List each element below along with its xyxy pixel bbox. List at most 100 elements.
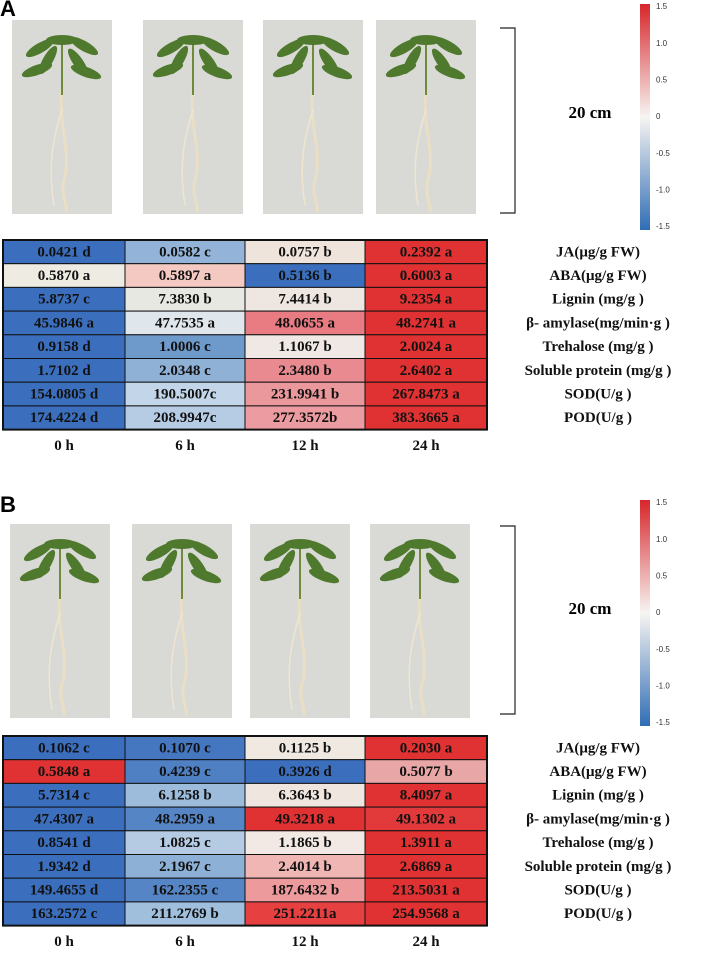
cell-value: 208.9947c	[154, 410, 217, 426]
cell-value: 1.0825 c	[159, 835, 211, 851]
cell-value: 254.9568 a	[392, 906, 460, 922]
row-label: JA(μg/g FW)	[556, 740, 640, 756]
leaf	[276, 38, 306, 58]
plant-photo	[10, 524, 110, 718]
cell-value: 47.4307 a	[34, 811, 95, 827]
cell-value: 0.5848 a	[38, 764, 91, 780]
cell-value: 190.5007c	[154, 386, 217, 402]
row-label: β- amylase(mg/min·g )	[526, 315, 670, 331]
cell-value: 149.4655 d	[30, 882, 99, 898]
colorbar-tick-label: -1.5	[656, 222, 670, 231]
cell-value: 0.2030 a	[400, 740, 453, 756]
plant-photo	[250, 524, 350, 718]
leaf	[190, 568, 222, 584]
cell-value: 2.4014 b	[278, 859, 331, 875]
cell-value: 49.1302 a	[396, 811, 457, 827]
row-label: Soluble protein (mg/g )	[525, 859, 672, 875]
leaf	[25, 38, 55, 58]
cell-value: 48.2959 a	[155, 811, 216, 827]
colorbar-tick-label: -0.5	[656, 645, 670, 654]
leaf	[379, 566, 411, 582]
plant-photo	[12, 20, 112, 214]
leaf	[145, 542, 175, 562]
root	[179, 593, 188, 717]
cell-value: 1.1067 b	[278, 339, 331, 355]
root	[297, 593, 306, 717]
root	[170, 613, 183, 710]
leaf	[321, 64, 353, 80]
leaf	[152, 62, 184, 78]
column-label: 12 h	[291, 934, 319, 950]
cell-value: 251.2211a	[274, 906, 337, 922]
cell-value: 1.9342 d	[37, 859, 91, 875]
leaf	[434, 64, 466, 80]
row-label: β- amylase(mg/min·g )	[526, 811, 670, 827]
cell-value: 174.4224 d	[30, 410, 99, 426]
cell-value: 277.3572b	[273, 410, 338, 426]
root	[417, 593, 426, 717]
cell-value: 0.5077 b	[399, 764, 452, 780]
cell-value: 0.5136 b	[278, 268, 331, 284]
cell-value: 0.1062 c	[38, 740, 90, 756]
root	[59, 89, 68, 213]
colorbar-tick-label: 1.5	[656, 2, 668, 11]
root	[181, 109, 194, 206]
column-label: 24 h	[412, 934, 440, 950]
row-label: ABA(μg/g FW)	[549, 764, 646, 780]
cell-value: 0.0421 d	[37, 244, 91, 260]
cell-value: 383.3665 a	[392, 410, 460, 426]
column-label: 24 h	[412, 438, 440, 454]
cell-value: 231.9941 b	[271, 386, 339, 402]
table-border	[2, 735, 488, 927]
row-label: Trehalose (mg/g )	[542, 835, 653, 851]
plant-photo	[263, 20, 363, 214]
colorbar-tick-label: 1.0	[656, 535, 668, 544]
cell-value: 48.0655 a	[275, 315, 336, 331]
leaf	[263, 542, 293, 562]
column-label: 0 h	[54, 934, 74, 950]
column-label: 6 h	[175, 438, 195, 454]
leaf	[272, 62, 304, 78]
cell-value: 8.4097 a	[400, 788, 453, 804]
cell-value: 2.3480 b	[278, 363, 331, 379]
cell-value: 2.0348 c	[159, 363, 211, 379]
column-label: 12 h	[291, 438, 319, 454]
leaf	[201, 64, 233, 80]
leaf	[383, 542, 413, 562]
row-label: POD(U/g )	[564, 410, 632, 426]
root	[310, 89, 319, 213]
panel: B 20 cm 1.5 1.0 0.5 0 -0.5 -1.0 -1.5 0.1062 c 0.10…	[0, 492, 671, 950]
cell-value: 0.5897 a	[159, 268, 212, 284]
cell-value: 0.1070 c	[159, 740, 211, 756]
row-label: SOD(U/g )	[564, 386, 631, 402]
cell-value: 1.0006 c	[159, 339, 211, 355]
cell-value: 2.1967 c	[159, 859, 211, 875]
leaf	[177, 35, 209, 45]
cell-value: 45.9846 a	[34, 315, 95, 331]
scale-label: 20 cm	[569, 599, 612, 618]
cell-value: 1.3911 a	[400, 835, 452, 851]
leaf	[46, 35, 78, 45]
panel-label: B	[0, 492, 16, 517]
cell-value: 154.0805 d	[30, 386, 99, 402]
row-label: ABA(μg/g FW)	[549, 268, 646, 284]
row-label: Trehalose (mg/g )	[542, 339, 653, 355]
column-label: 0 h	[54, 438, 74, 454]
cell-value: 9.2354 a	[400, 292, 453, 308]
cell-value: 6.3643 b	[278, 788, 331, 804]
colorbar-tick-label: 0.5	[656, 571, 668, 580]
cell-value: 0.5870 a	[38, 268, 91, 284]
leaf	[428, 568, 460, 584]
cell-value: 1.7102 d	[37, 363, 91, 379]
root	[50, 109, 63, 206]
cell-value: 5.7314 c	[38, 788, 90, 804]
cell-value: 2.6869 a	[400, 859, 453, 875]
plant-photo	[370, 524, 470, 718]
root	[423, 89, 432, 213]
cell-value: 7.4414 b	[278, 292, 331, 308]
colorbar-tick-label: 0	[656, 608, 661, 617]
row-label: JA(μg/g FW)	[556, 244, 640, 260]
row-label: POD(U/g )	[564, 906, 632, 922]
root	[288, 613, 301, 710]
